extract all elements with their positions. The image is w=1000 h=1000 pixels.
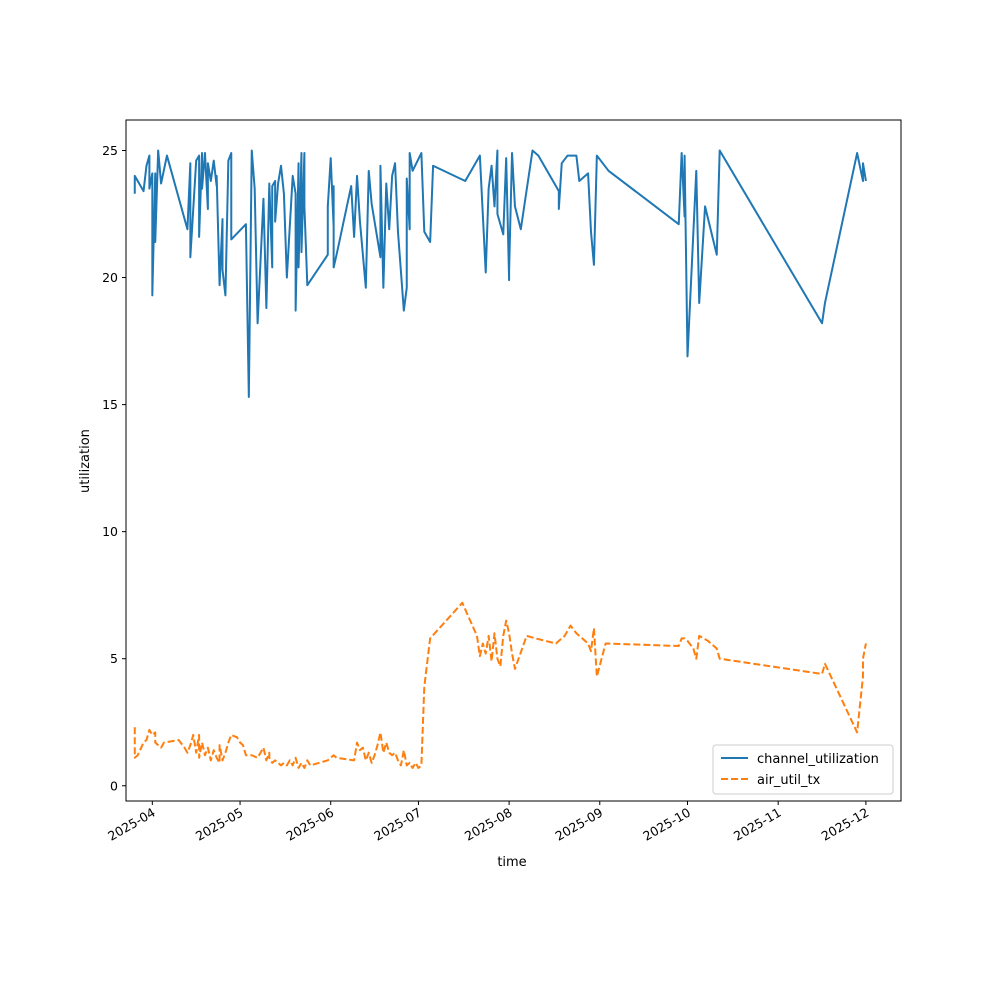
legend: channel_utilization air_util_tx xyxy=(712,744,894,795)
y-tick-label: 10 xyxy=(102,524,118,539)
y-tick-label: 15 xyxy=(102,397,118,412)
series-line-channel-utilization xyxy=(133,149,867,398)
series-line-air-util-tx xyxy=(133,601,867,769)
y-tick-label: 0 xyxy=(110,778,118,793)
plot-frame xyxy=(125,119,902,802)
legend-box xyxy=(712,744,894,795)
y-axis-label: utilization xyxy=(78,429,93,493)
series-layer xyxy=(133,149,867,769)
legend-label-air-util-tx: air_util_tx xyxy=(757,773,821,788)
y-tick-label: 5 xyxy=(110,651,118,666)
legend-label-channel-utilization: channel_utilization xyxy=(757,752,879,767)
x-axis-label: time xyxy=(497,855,526,870)
y-tick-label: 20 xyxy=(102,270,118,285)
y-tick-label: 25 xyxy=(102,143,118,158)
y-axis: 0 5 10 15 20 25 xyxy=(102,143,126,793)
